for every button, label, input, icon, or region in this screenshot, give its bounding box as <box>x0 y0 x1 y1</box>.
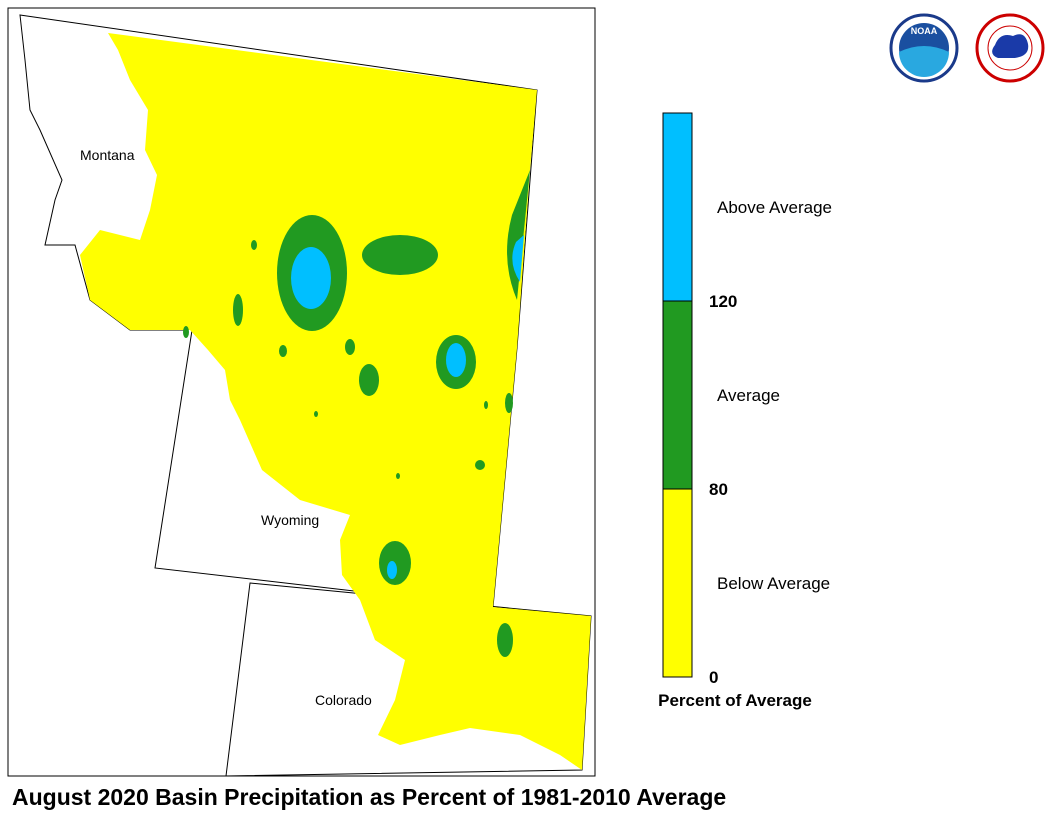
state-label: Montana <box>80 147 135 163</box>
map: Montana Wyoming Colorado <box>7 7 596 777</box>
legend-tick-label: 120 <box>709 292 737 311</box>
legend-band <box>662 488 693 678</box>
legend-band <box>662 112 693 302</box>
page-title: August 2020 Basin Precipitation as Perce… <box>12 784 726 810</box>
basin-below-average <box>80 33 591 770</box>
legend-tick-label: 80 <box>709 480 728 499</box>
legend-band-label: Average <box>717 386 780 405</box>
basin-above-average <box>291 235 524 579</box>
state-label: Wyoming <box>261 512 319 528</box>
legend-tick-label: 0 <box>709 668 718 687</box>
legend-band-label: Below Average <box>717 574 830 593</box>
legend-band-label: Above Average <box>717 198 832 217</box>
legend-band <box>662 300 693 490</box>
legend-title: Percent of Average <box>658 691 812 710</box>
legend: Percent of Average Above Average Average B… <box>658 112 832 710</box>
state-label: Colorado <box>315 692 372 708</box>
noaa-logo-text: NOAA <box>911 26 938 36</box>
logos: NOAA <box>889 13 1045 83</box>
